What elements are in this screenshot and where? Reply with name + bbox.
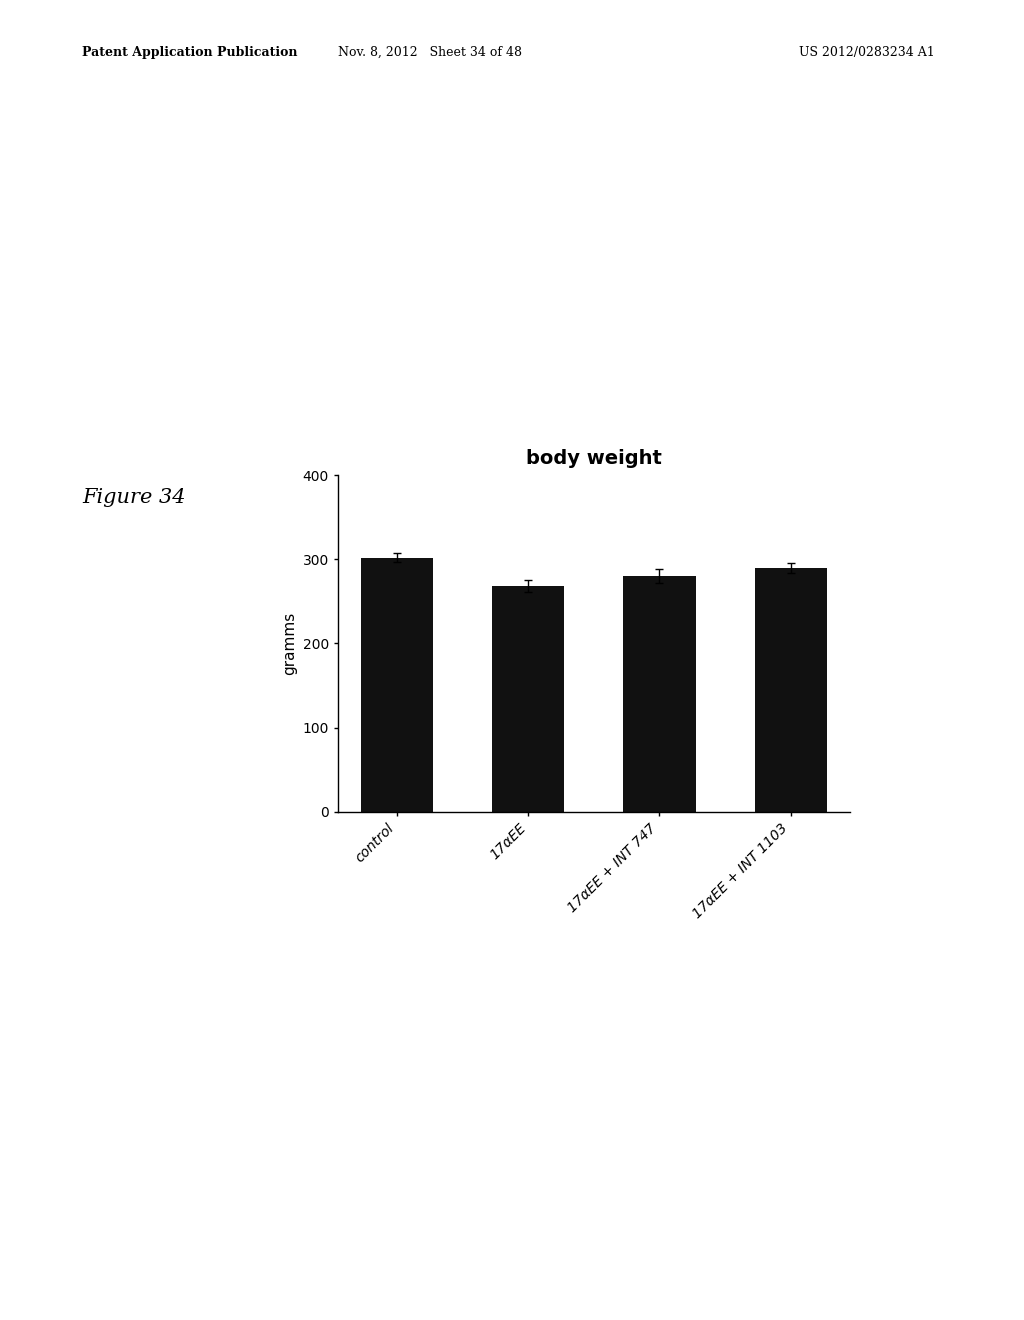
Title: body weight: body weight [526,449,662,469]
Text: Figure 34: Figure 34 [82,488,185,507]
Bar [493,586,564,812]
Bar [361,557,433,812]
Text: Patent Application Publication: Patent Application Publication [82,46,297,59]
Y-axis label: gramms: gramms [282,612,297,675]
Bar [755,568,826,812]
Text: Nov. 8, 2012   Sheet 34 of 48: Nov. 8, 2012 Sheet 34 of 48 [338,46,522,59]
Bar [624,576,695,812]
Text: US 2012/0283234 A1: US 2012/0283234 A1 [799,46,935,59]
